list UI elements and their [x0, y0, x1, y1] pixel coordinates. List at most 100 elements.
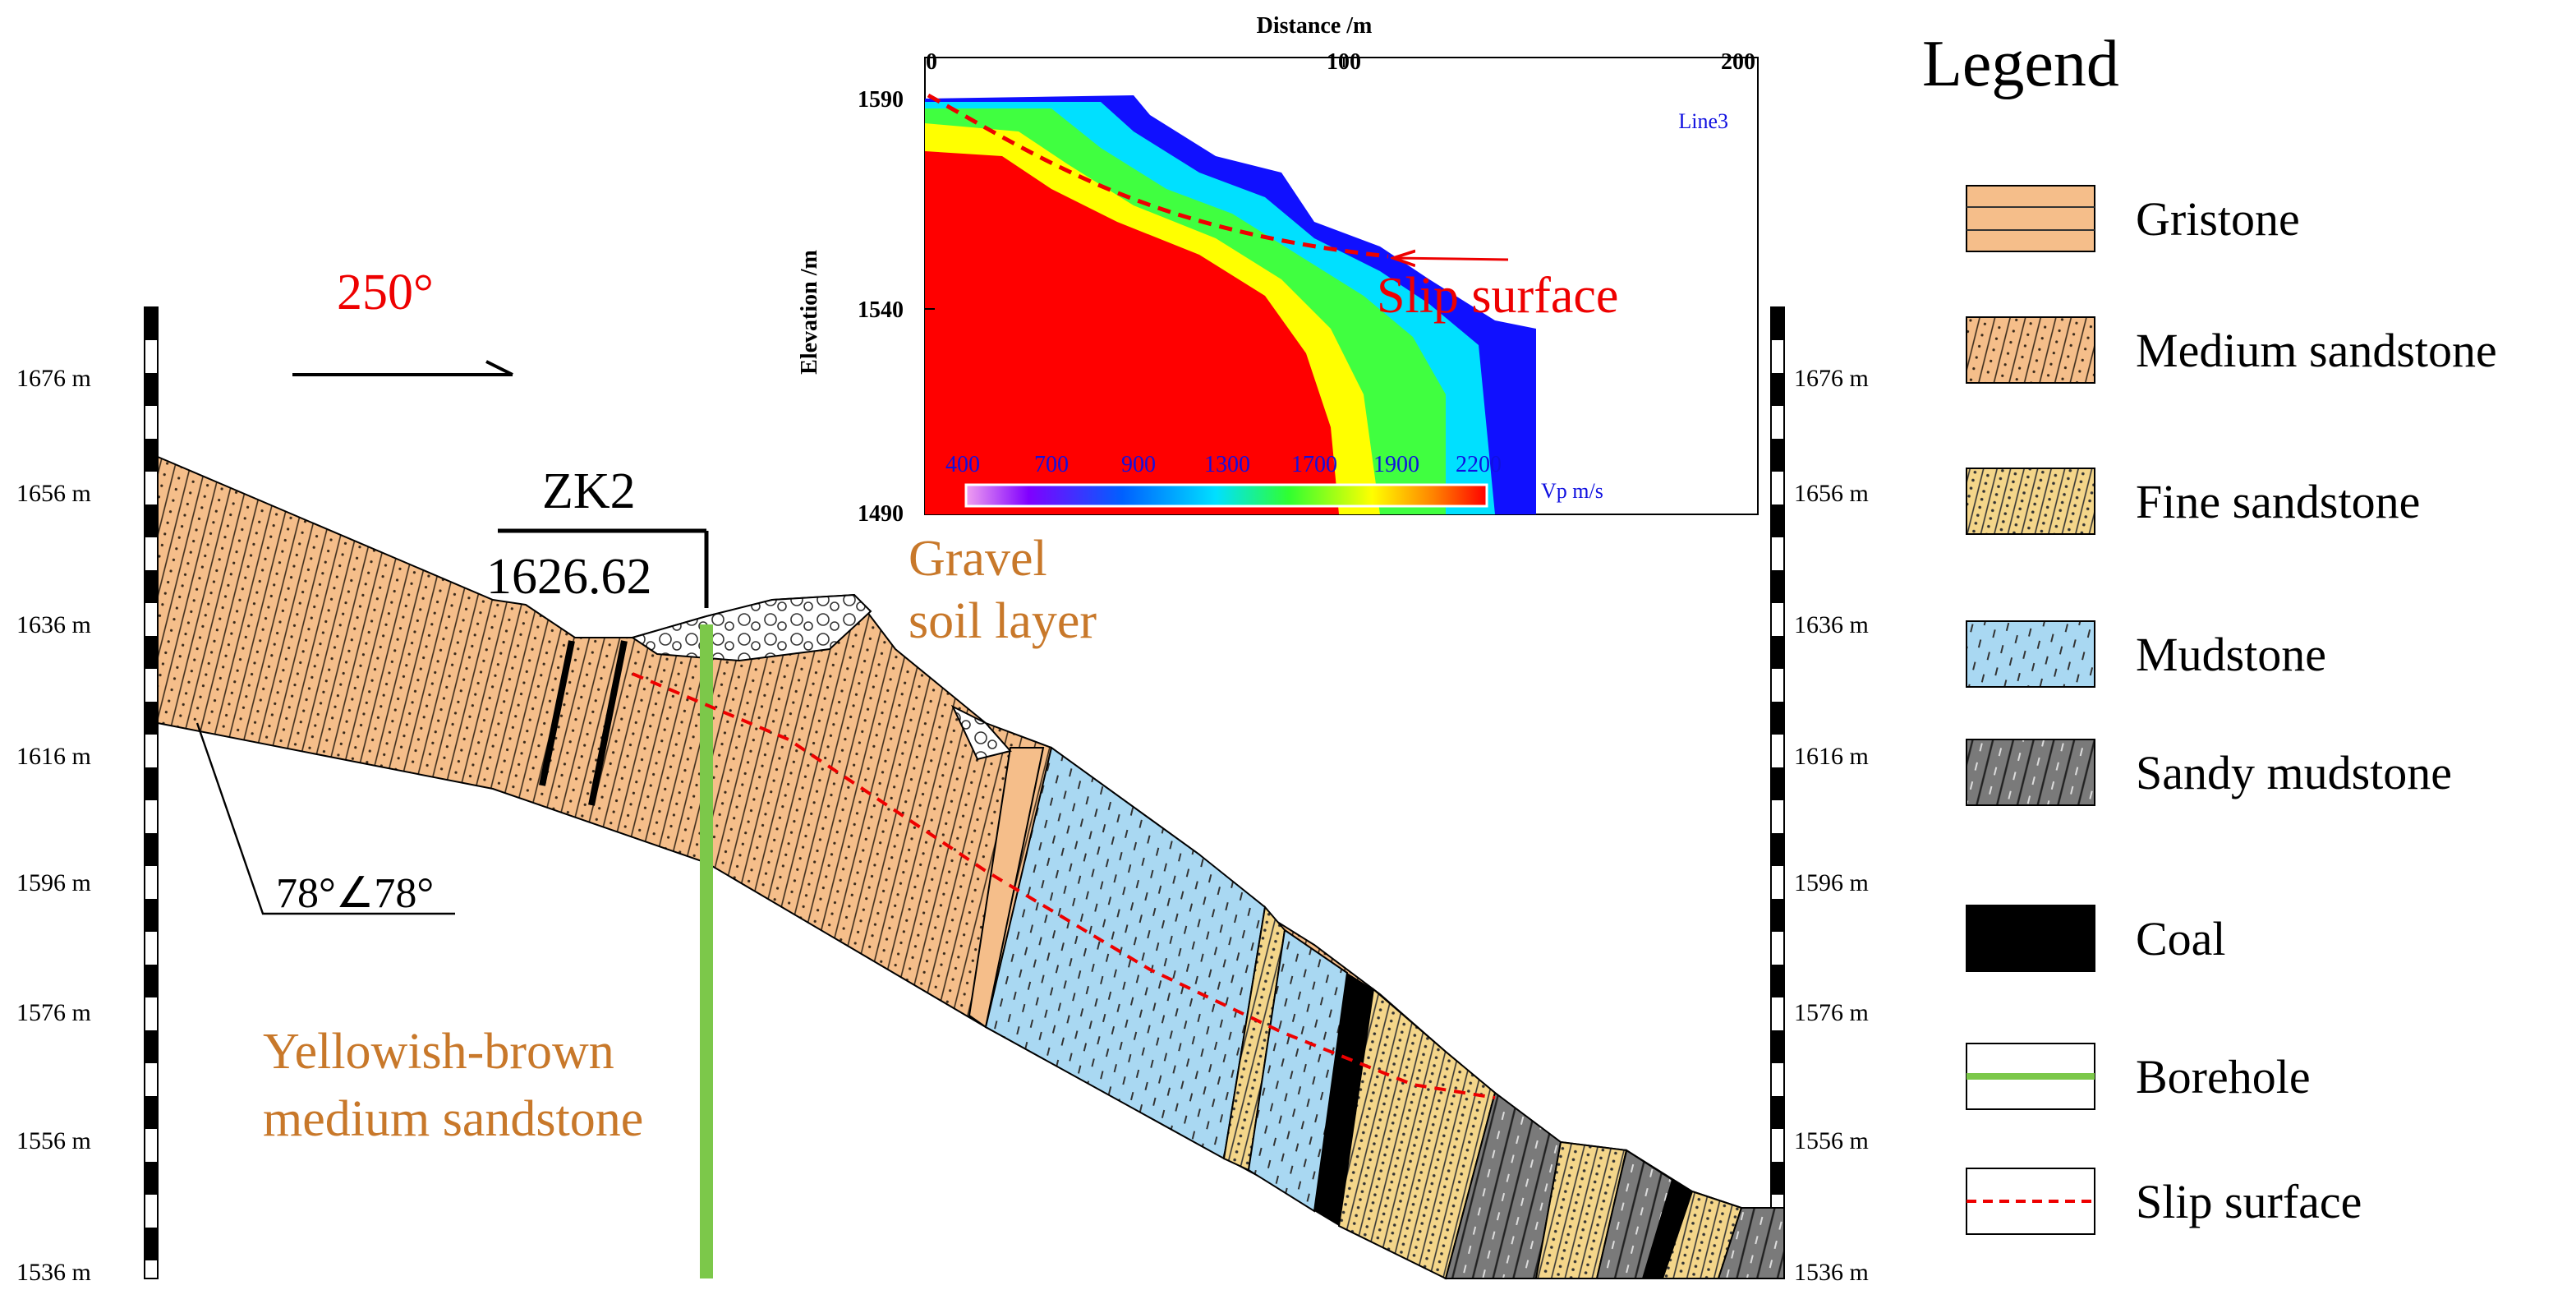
scale-segment [1771, 439, 1784, 472]
scale-segment [145, 833, 158, 866]
sandstone-label: Yellowish-brown [263, 1024, 614, 1080]
scale-segment [1771, 504, 1784, 537]
elevation-label: 1616 m [16, 743, 91, 770]
elevation-label: 1636 m [16, 611, 91, 638]
direction-label: 250° [337, 265, 434, 320]
legend-label: Sandy mudstone [2136, 746, 2452, 799]
inset-y-title: Elevation /m [797, 250, 822, 375]
elevation-label: 1676 m [16, 365, 91, 392]
gravel-soil [950, 704, 1012, 761]
velocity-field [925, 151, 1339, 514]
colorbar-label: 2200 [1456, 452, 1502, 477]
legend-label: Fine sandstone [2136, 475, 2420, 528]
scale-segment [145, 1162, 158, 1195]
gravel-label: Gravel [908, 531, 1047, 587]
legend-label: Medium sandstone [2136, 324, 2497, 377]
inset-y-tick: 1590 [858, 87, 904, 113]
scale-segment [145, 636, 158, 669]
inset-x-tick: 100 [1327, 49, 1361, 75]
sandstone-label: medium sandstone [263, 1091, 643, 1147]
inset-x-tick: 0 [926, 49, 937, 75]
coal-seam [588, 640, 628, 806]
scale-segment [145, 439, 158, 472]
coal-seam [539, 640, 575, 786]
elevation-label: 1616 m [1794, 743, 1869, 770]
elevation-label: 1596 m [1794, 869, 1869, 896]
scale-segment [1771, 1096, 1784, 1129]
borehole-elevation: 1626.62 [486, 549, 652, 605]
colorbar-label: 1300 [1204, 452, 1250, 477]
legend-swatch [1966, 905, 2095, 972]
scale-segment [145, 570, 158, 603]
borehole-name: ZK2 [542, 463, 636, 519]
legend-swatch [1966, 620, 2095, 688]
scale-segment [1771, 1030, 1784, 1063]
scale-segment [145, 899, 158, 932]
dip-label: 78°∠78° [276, 870, 434, 917]
elevation-label: 1576 m [16, 999, 91, 1026]
scale-segment [145, 1030, 158, 1063]
colorbar-labels: 400 700 900 1300 1700 1900 2200 [945, 452, 1502, 477]
borehole [700, 624, 713, 1278]
scale-segment [1771, 307, 1784, 340]
inset-x-tick: 200 [1721, 49, 1755, 75]
elevation-scales: 1676 m 1656 m 1636 m 1616 m 1596 m 1576 m 1556… [16, 306, 1869, 1286]
elevation-label: 1596 m [16, 869, 91, 896]
inset-x-title: Distance /m [1257, 13, 1373, 39]
legend-label: Slip surface [2136, 1175, 2362, 1228]
scale-segment [145, 504, 158, 537]
elevation-label: 1656 m [16, 480, 91, 507]
inset-y-tick: 1490 [858, 501, 904, 527]
legend-title: Legend [1922, 28, 2119, 100]
scale-segment [1771, 570, 1784, 603]
scale-segment [1771, 1162, 1784, 1195]
colorbar-label: 400 [945, 452, 980, 477]
scale-segment [1771, 767, 1784, 800]
scale-segment [1771, 373, 1784, 406]
gravel-label: soil layer [908, 593, 1097, 649]
scale-segment [1771, 833, 1784, 866]
cross-section [157, 360, 1785, 1280]
inset-y-tick: 1540 [858, 297, 904, 323]
coal [1643, 1180, 1692, 1278]
elevation-label: 1636 m [1794, 611, 1869, 638]
colorbar [964, 483, 1488, 508]
inset [924, 57, 1759, 515]
scale-segment [1771, 636, 1784, 669]
elevation-label: 1556 m [16, 1127, 91, 1154]
elevation-label: 1576 m [1794, 999, 1869, 1026]
sandy-mudstone [1717, 1207, 1785, 1279]
legend: Gristone Medium sandstone Fine sandstone Mu… [1966, 185, 2497, 1235]
elevation-label: 1536 m [1794, 1259, 1869, 1286]
legend-swatch [1966, 739, 2095, 806]
slip-annotation: Slip surface [1377, 268, 1618, 324]
direction-arrow [485, 360, 513, 376]
coal [1314, 973, 1373, 1226]
legend-label: Coal [2136, 912, 2226, 965]
colorbar-label: 1900 [1373, 452, 1419, 477]
colorbar-label: 1700 [1291, 452, 1337, 477]
scale-segment [1771, 702, 1784, 735]
scale-segment [1771, 899, 1784, 932]
dip-leader [196, 722, 455, 915]
legend-swatch [1966, 185, 2095, 252]
colorbar-label: 700 [1034, 452, 1069, 477]
legend-label: Borehole [2136, 1050, 2311, 1103]
elevation-label: 1536 m [16, 1259, 91, 1286]
gravel-soil [630, 593, 872, 662]
legend-swatch [1966, 316, 2095, 384]
scale-segment [145, 307, 158, 340]
scale-segment [1771, 965, 1784, 997]
scale-segment [145, 965, 158, 997]
scale-segment [145, 1228, 158, 1260]
elevation-label: 1676 m [1794, 365, 1869, 392]
scale-segment [145, 702, 158, 735]
slip-surface [632, 672, 1496, 1099]
colorbar-label: 900 [1121, 452, 1156, 477]
scale-segment [145, 1096, 158, 1129]
legend-label: Mudstone [2136, 628, 2326, 681]
line-name: Line3 [1678, 109, 1728, 133]
elevation-label: 1556 m [1794, 1127, 1869, 1154]
colorbar-unit: Vp m/s [1541, 479, 1603, 503]
